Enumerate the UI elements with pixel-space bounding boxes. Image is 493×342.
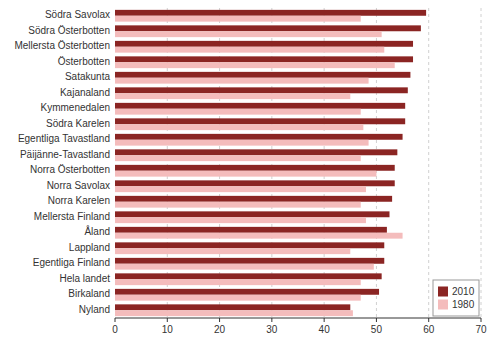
tick-label: 40 (319, 324, 331, 335)
category-label: Södra Savolax (45, 9, 110, 20)
bar (115, 109, 361, 115)
grid-line (428, 8, 429, 318)
bar (115, 103, 405, 109)
tick-label: 30 (266, 324, 278, 335)
bar (115, 264, 374, 270)
bar (115, 171, 376, 177)
bar (115, 140, 369, 146)
bar (115, 258, 384, 264)
category-label: Mellersta Österbotten (14, 40, 110, 51)
category-label: Södra Karelen (46, 118, 110, 129)
bar (115, 124, 363, 130)
grid-line (219, 8, 220, 318)
category-label: Kymmenedalen (41, 102, 110, 113)
bar (115, 295, 361, 301)
grid-line (481, 8, 482, 318)
bar (115, 31, 382, 37)
tick-mark (167, 318, 168, 322)
bar (115, 273, 382, 279)
category-label: Nyland (79, 304, 110, 315)
category-label: Norra Österbotten (30, 164, 110, 175)
category-label: Egentliga Finland (33, 257, 110, 268)
bar (115, 149, 397, 155)
category-label: Päijänne-Tavastland (20, 149, 110, 160)
bar (115, 155, 361, 161)
tick-mark (428, 318, 429, 322)
legend-swatch (438, 287, 448, 297)
grid-line (271, 8, 272, 318)
grid (167, 8, 481, 318)
bar (115, 10, 426, 16)
bar (115, 78, 369, 84)
tick-label: 10 (162, 324, 174, 335)
bars (115, 10, 426, 316)
bar (115, 56, 413, 62)
tick-mark (271, 318, 272, 322)
grid-line (324, 8, 325, 318)
category-label: Lappland (69, 242, 110, 253)
bar (115, 62, 395, 68)
tick-mark (324, 318, 325, 322)
legend: 2010 1980 (433, 280, 479, 316)
legend-label: 1980 (452, 299, 475, 310)
category-label: Hela landet (59, 273, 110, 284)
grid-line (376, 8, 377, 318)
category-label: Norra Savolax (47, 180, 110, 191)
bar (115, 87, 408, 93)
bar (115, 279, 361, 285)
tick-label: 50 (371, 324, 383, 335)
tick-label: 70 (475, 324, 487, 335)
bar (115, 289, 379, 295)
category-label: Norra Karelen (48, 195, 110, 206)
category-label: Satakunta (65, 71, 110, 82)
bar (115, 310, 353, 316)
tick-label: 20 (214, 324, 226, 335)
bar (115, 134, 403, 140)
category-label: Åland (84, 225, 110, 237)
bar (115, 211, 390, 217)
tick-mark (115, 318, 116, 322)
x-axis-line (115, 318, 481, 319)
bar (115, 118, 405, 124)
bar (115, 304, 350, 310)
x-axis: 0 10 20 30 40 50 60 70 (112, 318, 487, 335)
bar (115, 72, 410, 78)
legend-box (433, 280, 479, 316)
category-label: Kajanaland (60, 87, 110, 98)
bar (115, 233, 403, 239)
chart: Södra Savolax Södra Österbotten Mellersta … (0, 0, 493, 342)
category-label: Österbotten (58, 56, 110, 67)
bar (115, 25, 421, 31)
bar (115, 186, 366, 192)
tick-mark (376, 318, 377, 322)
legend-label: 2010 (452, 286, 475, 297)
category-label: Egentliga Tavastland (18, 133, 110, 144)
bar (115, 202, 361, 208)
tick-mark (219, 318, 220, 322)
legend-swatch (438, 300, 448, 310)
bar (115, 248, 350, 254)
tick-label: 0 (112, 324, 118, 335)
bar (115, 93, 350, 99)
bar (115, 196, 392, 202)
category-label: Mellersta Finland (34, 211, 110, 222)
category-label: Birkaland (68, 288, 110, 299)
bar (115, 165, 395, 171)
bar (115, 180, 395, 186)
bar (115, 242, 384, 248)
tick-mark (481, 318, 482, 322)
bar (115, 16, 361, 22)
category-label: Södra Österbotten (28, 25, 110, 36)
bar (115, 47, 384, 53)
bar (115, 227, 387, 233)
tick-label: 60 (423, 324, 435, 335)
grid-line (167, 8, 168, 318)
bar (115, 41, 413, 47)
y-axis: Södra Savolax Södra Österbotten Mellersta … (14, 9, 110, 315)
bar (115, 217, 366, 223)
